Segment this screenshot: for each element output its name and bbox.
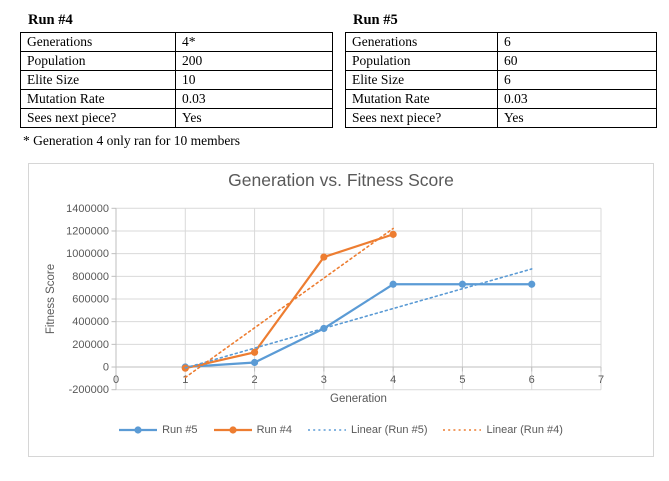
legend-label: Linear (Run #4) — [486, 424, 563, 436]
data-point-marker — [389, 280, 397, 288]
x-tick-label: 5 — [459, 374, 465, 386]
table-cell-value: Yes — [175, 108, 333, 128]
chart-title: Generation vs. Fitness Score — [228, 170, 454, 190]
series-line-run-4 — [184, 233, 395, 370]
data-point-marker — [320, 324, 328, 333]
fitness-chart: Generation vs. Fitness Score -200000 0 200… — [28, 163, 654, 457]
y-tick-label: 400000 — [72, 316, 109, 328]
table-cell-label: Population — [20, 51, 176, 71]
legend-item: Run #4 — [213, 424, 293, 436]
data-point-marker — [528, 280, 536, 288]
data-point-marker — [458, 280, 467, 288]
table-cell-label: Sees next piece? — [345, 108, 498, 128]
x-tick-label: 2 — [252, 374, 258, 386]
y-tick-label: 200000 — [72, 339, 109, 351]
x-axis-title: Generation — [330, 393, 387, 405]
table-cell-value: Yes — [497, 108, 657, 128]
y-tick-label: -200000 — [69, 384, 109, 396]
x-tick-label: 3 — [321, 374, 327, 386]
table-cell-value: 6 — [497, 32, 657, 52]
table-row: Mutation Rate 0.03 — [20, 89, 333, 109]
run5-table: Run #5 Generations 6 Population 60 Elite Siz… — [345, 8, 657, 128]
table-cell-value: 0.03 — [497, 89, 657, 109]
run5-title: Run #5 — [353, 12, 398, 28]
x-tick-label: 4 — [390, 374, 396, 386]
x-tick-label: 0 — [113, 374, 119, 386]
table-cell-value: 10 — [175, 70, 333, 90]
footnote: * Generation 4 only ran for 10 members — [23, 133, 241, 148]
table-cell-label: Population — [345, 51, 498, 71]
legend-swatch-line-marker-icon — [119, 426, 158, 434]
y-tick-label: 1000000 — [66, 248, 109, 260]
table-cell-label: Elite Size — [345, 70, 498, 90]
run4-title: Run #4 — [28, 12, 73, 28]
table-cell-label: Mutation Rate — [345, 89, 498, 109]
legend-label: Run #5 — [162, 424, 198, 436]
table-cell-label: Sees next piece? — [20, 108, 176, 128]
series-line-run-5 — [184, 283, 533, 369]
legend-item: Linear (Run #4) — [443, 424, 563, 436]
series-line-linear-run-5- — [184, 268, 533, 369]
legend-swatch-dotted-line-icon — [443, 429, 482, 431]
table-row: Population 60 — [345, 51, 657, 71]
x-tick-label: 1 — [182, 374, 188, 386]
y-tick-label: 800000 — [72, 271, 109, 283]
table-cell-value: 200 — [175, 51, 333, 71]
legend-label: Linear (Run #5) — [351, 424, 428, 436]
legend-label: Run #4 — [256, 424, 293, 436]
table-row: Sees next piece? Yes — [345, 108, 657, 128]
run5-params-table: Generations 6 Population 60 Elite Size 6 Mutat… — [345, 32, 657, 128]
y-tick-label: 1200000 — [66, 225, 109, 237]
series-line-linear-run-4- — [184, 227, 394, 379]
y-tick-label: 1400000 — [66, 203, 109, 215]
legend-swatch-line-marker-icon — [213, 426, 252, 434]
table-cell-label: Generations — [20, 32, 176, 52]
data-point-marker — [389, 230, 397, 238]
table-row: Sees next piece? Yes — [20, 108, 333, 128]
x-tick-label: 7 — [598, 374, 604, 386]
table-cell-label: Mutation Rate — [20, 89, 176, 109]
data-point-marker — [250, 348, 259, 356]
y-axis-title: Fitness Score — [45, 264, 57, 334]
table-cell-label: Generations — [345, 32, 498, 52]
plot-area: -200000 0 200000 400000 600000 800000 1000000 1… — [45, 203, 604, 405]
table-row: Mutation Rate 0.03 — [345, 89, 657, 109]
run4-params-table: Generations 4* Population 200 Elite Size 10 Mu… — [20, 32, 333, 128]
y-tick-label: 0 — [103, 362, 109, 374]
table-cell-label: Elite Size — [20, 70, 176, 90]
x-tick-label: 6 — [529, 374, 535, 386]
y-tick-label: 600000 — [72, 294, 109, 306]
table-row: Population 200 — [20, 51, 333, 71]
table-row: Generations 6 — [345, 32, 657, 52]
table-cell-value: 60 — [497, 51, 657, 71]
legend-item: Linear (Run #5) — [308, 424, 427, 436]
table-row: Elite Size 10 — [20, 70, 333, 90]
data-point-marker — [250, 358, 259, 367]
table-cell-value: 0.03 — [175, 89, 333, 109]
legend-swatch-dotted-line-icon — [308, 429, 347, 431]
run4-table: Run #4 Generations 4* Population 200 Elite S… — [20, 8, 333, 128]
chart-legend: Run #5 Run #4 Linear (Run #5) Linear (Run #… — [29, 424, 653, 436]
legend-item: Run #5 — [119, 424, 198, 436]
table-row: Generations 4* — [20, 32, 333, 52]
table-cell-value: 4* — [175, 32, 333, 52]
table-cell-value: 6 — [497, 70, 657, 90]
table-row: Elite Size 6 — [345, 70, 657, 90]
data-point-marker — [320, 253, 328, 261]
